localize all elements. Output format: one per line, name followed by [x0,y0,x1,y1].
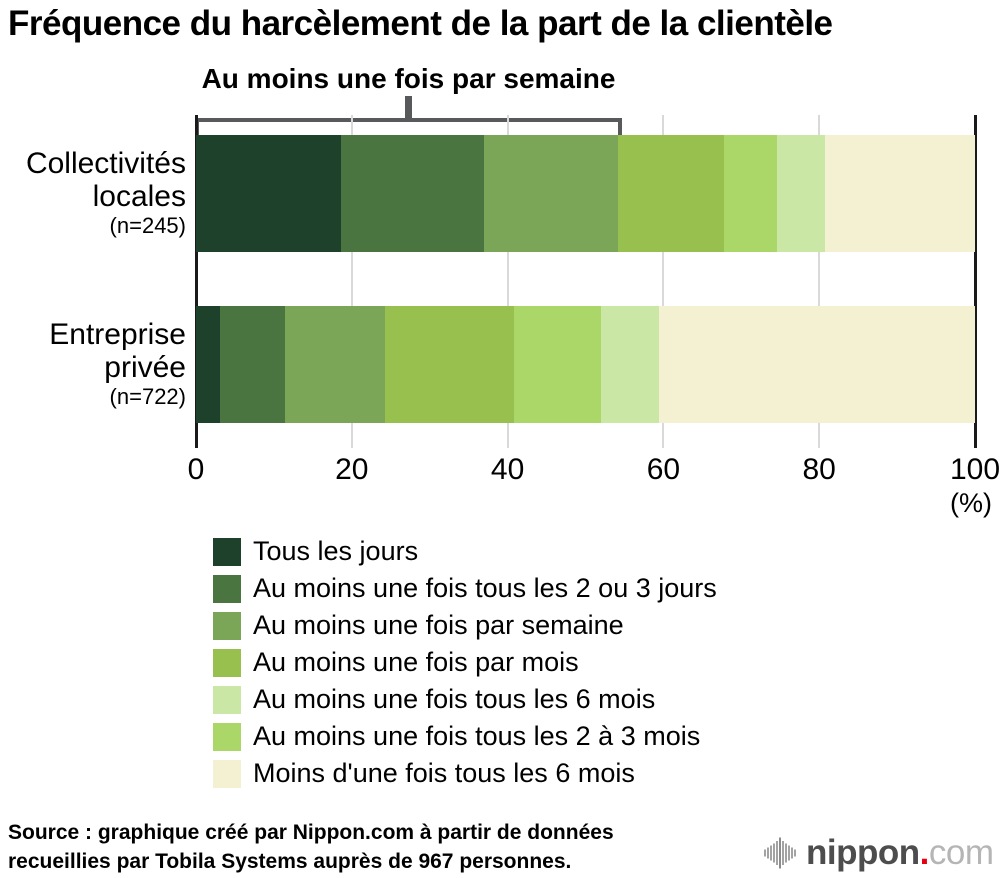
bar-segment [220,306,285,423]
category-label: Collectivités locales (n=245) [0,147,186,238]
bar-segment [601,306,660,423]
legend-label: Au moins une fois par mois [253,647,579,677]
plot-area: 0 20 40 60 80 100 [188,115,1000,486]
bar-segment [384,306,514,423]
category-label-line: (n=245) [109,213,186,238]
legend-item: Au moins une fois tous les 2 ou 3 jours [213,570,717,607]
bar-segment [196,135,341,252]
x-tick-label: 100 [949,453,1000,486]
axis-line [194,115,198,448]
logo-text: nippon.com [806,833,994,873]
gridline [662,115,665,448]
bar-segment [284,306,385,423]
gridline [818,115,821,448]
gridline [506,115,509,448]
category-label: Entreprise privée (n=722) [0,318,186,409]
bracket-annotation-label: Au moins une fois par semaine [201,63,616,94]
legend-item: Tous les jours [213,533,717,570]
category-label-line: Entreprise [49,318,186,351]
x-tick-label: 80 [802,453,836,486]
bar-segment [484,135,619,252]
legend-label: Au moins une fois tous les 6 mois [253,684,656,714]
bar-segment [777,135,825,252]
bar-segment [824,135,975,252]
legend-swatch [213,537,241,566]
legend-swatch [213,685,241,714]
bar-segment [618,135,725,252]
x-axis-unit-label: (%) [950,488,992,518]
legend-swatch [213,611,241,640]
legend: Tous les jours Au moins une fois tous les… [213,533,717,792]
legend-item: Au moins une fois par mois [213,644,717,681]
bracket-center-stub [405,96,412,122]
bar-segment [196,306,221,423]
bar-segment [340,135,485,252]
source-text: Source : graphique créé par Nippon.com à… [8,818,614,876]
bar-segment [513,306,602,423]
bar-row [196,306,975,423]
bar-segment [724,135,778,252]
source-line-2: recueillies par Tobila Systems auprès de… [8,850,572,873]
legend-item: Au moins une fois tous les 6 mois [213,681,717,718]
axis-line [973,115,977,448]
legend-swatch [213,648,241,677]
legend-item: Moins d'une fois tous les 6 mois [213,755,717,792]
category-label-line: Collectivités [25,147,186,180]
logo-dot: . [919,833,930,872]
legend-swatch [213,722,241,751]
logo-suffix: com [928,833,994,872]
x-tick-label: 60 [646,453,681,486]
legend-label: Au moins une fois tous les 2 ou 3 jours [253,573,717,603]
category-label-line: locales [92,180,186,213]
logo-word: nippon [806,833,920,872]
x-tick-label: 20 [335,453,369,486]
waveform-icon [764,837,796,869]
gridline [350,115,353,448]
legend-swatch [213,759,241,788]
legend-label: Au moins une fois par semaine [253,610,624,640]
nippon-logo: nippon.com [764,833,994,873]
legend-label: Tous les jours [253,536,419,566]
category-label-line: privée [104,351,186,384]
category-label-line: (n=722) [109,384,186,409]
legend-label: Au moins une fois tous les 2 à 3 mois [253,721,701,751]
legend-swatch [213,574,241,603]
x-tick-label: 40 [490,453,525,486]
source-line-1: Source : graphique créé par Nippon.com à… [8,821,614,844]
x-tick-label: 0 [187,453,205,486]
legend-label: Moins d'une fois tous les 6 mois [253,758,635,788]
bracket-right-cap [618,118,622,135]
page-title: Fréquence du harcèlement de la part de l… [8,4,833,43]
bar-segment [659,306,975,423]
legend-item: Au moins une fois tous les 2 à 3 mois [213,718,717,755]
legend-item: Au moins une fois par semaine [213,607,717,644]
bar-row [196,135,975,252]
